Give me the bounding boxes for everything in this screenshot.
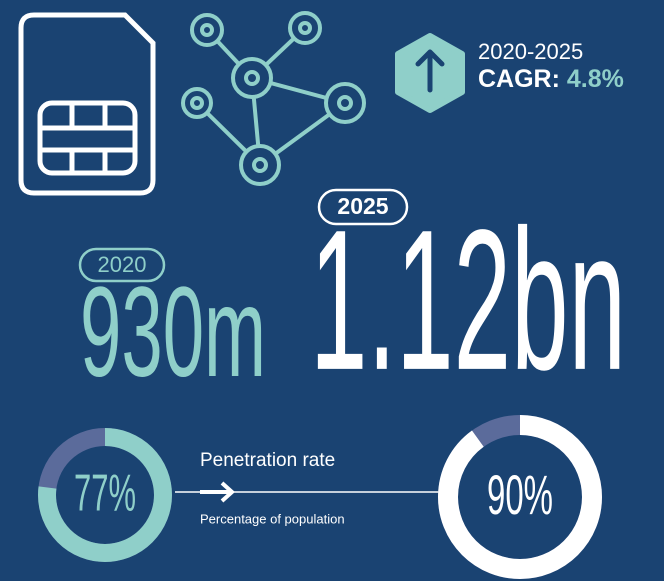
up-arrow — [415, 49, 445, 93]
year-label: 2020 — [98, 252, 147, 277]
cagr-period: 2020-2025 — [478, 39, 583, 64]
penetration-subtitle: Percentage of population — [200, 511, 345, 526]
cagr-label: CAGR: — [478, 65, 560, 93]
donut-arc — [38, 428, 172, 562]
penetration-title: Penetration rate — [200, 450, 335, 471]
year-pill — [317, 188, 409, 226]
network-icon — [181, 11, 366, 186]
arrow — [200, 481, 235, 503]
cagr-value: 4.8% — [567, 65, 624, 93]
year-label: 2025 — [337, 193, 388, 219]
cagr-line: CAGR: 4.8% — [478, 65, 624, 93]
year-pill — [78, 247, 166, 283]
value-2025: 1.12bn — [310, 189, 626, 412]
sim-icon — [18, 12, 156, 196]
value-2020: 930m — [80, 261, 266, 404]
donut-arc — [438, 415, 602, 579]
donut-label: 90% — [487, 463, 553, 526]
donut-label: 77% — [74, 465, 136, 523]
